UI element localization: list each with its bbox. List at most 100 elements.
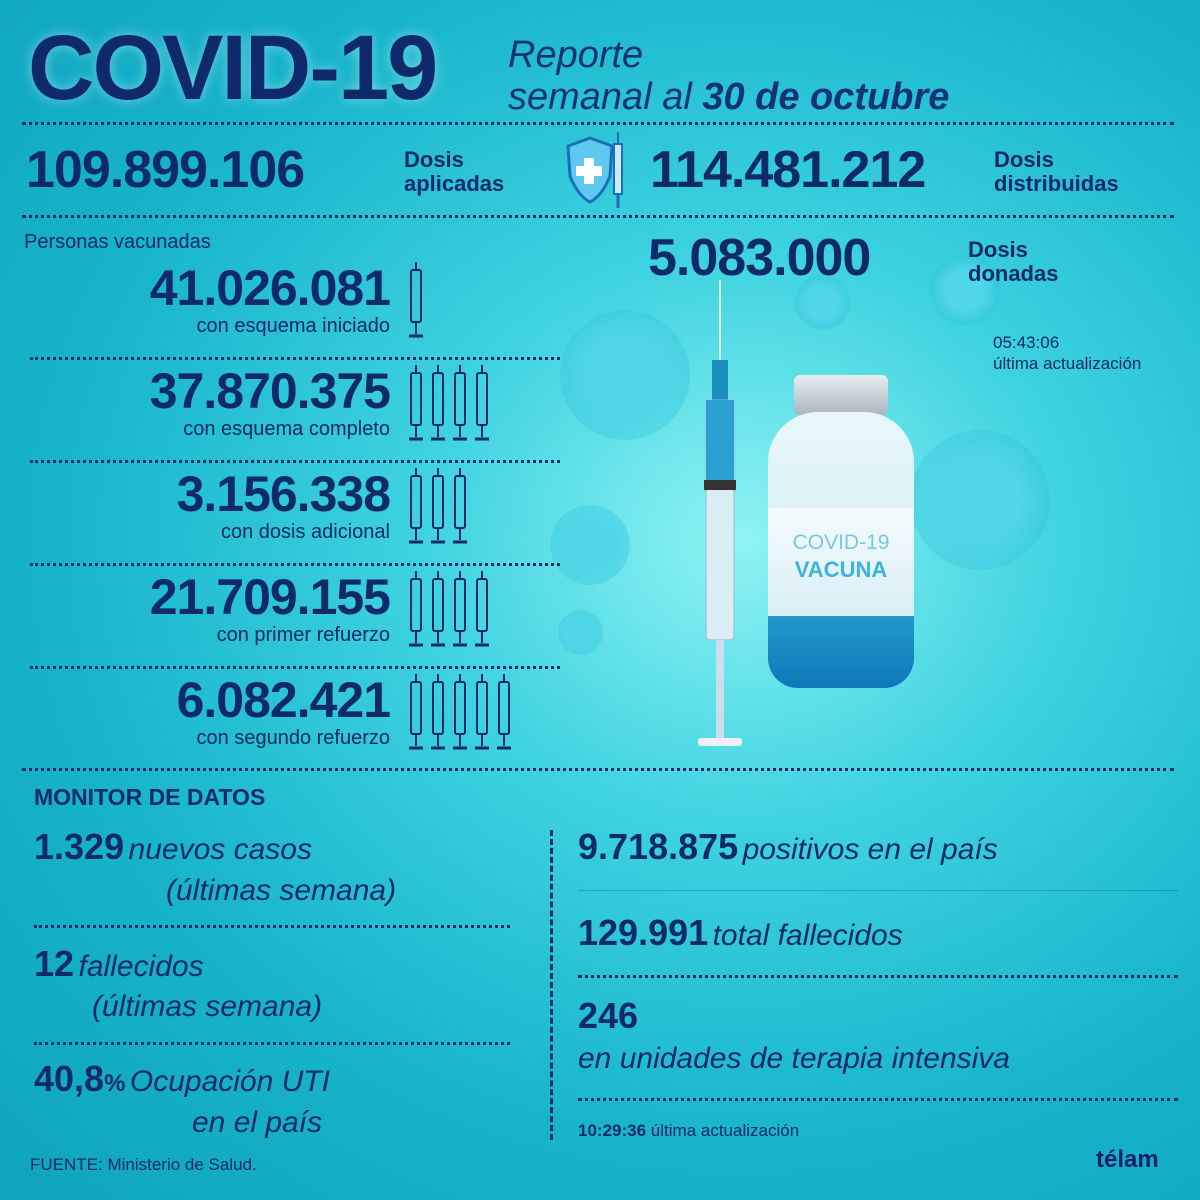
vaccinated-caption: con esquema iniciado: [196, 315, 390, 337]
icu-count-value: 246: [578, 995, 639, 1036]
total-deaths-text: total fallecidos: [712, 919, 903, 952]
doses-applied-value: 109.899.106: [26, 141, 305, 199]
deaths-week: 12 fallecidos: [34, 943, 204, 993]
vial-label-line2: VACUNA: [794, 557, 888, 582]
vaccinated-value: 41.026.081: [149, 260, 391, 316]
virus-icon: [560, 310, 690, 440]
icu-count-text: en unidades de terapia intensiva: [578, 1042, 1010, 1075]
vaccinated-heading: Personas vacunadas: [24, 231, 211, 253]
syringe-icon: [452, 674, 468, 757]
divider: [30, 666, 560, 669]
vial-label-line1: COVID-19: [792, 531, 890, 554]
vaccinated-caption: con dosis adicional: [221, 521, 390, 543]
syringe-icon: [408, 468, 424, 551]
syringe-icons: [408, 262, 424, 345]
syringe-icon: [408, 365, 424, 448]
divider: [578, 890, 1178, 891]
doses-update-label: última actualización: [993, 354, 1142, 373]
divider: [34, 925, 510, 928]
syringe-icon: [430, 365, 446, 448]
doses-update-time: 05:43:06: [993, 333, 1060, 352]
monitor-update: 10:29:36 última actualización: [578, 1120, 799, 1141]
doses-distributed-value: 114.481.212: [650, 141, 926, 199]
syringe-icon: [430, 468, 446, 551]
virus-icon: [910, 430, 1050, 570]
divider: [34, 1042, 510, 1045]
divider: [22, 122, 1174, 125]
report-date: 30 de octubre: [702, 76, 950, 118]
syringe-icon: [430, 571, 446, 654]
vaccinated-row: 6.082.421 con segundo refuerzo: [0, 672, 511, 750]
subtitle-line2: semanal al: [508, 76, 692, 118]
report-subtitle: Reporte semanal al 30 de octubre: [508, 34, 949, 118]
doses-applied-label: Dosis aplicadas: [404, 148, 504, 196]
deaths-week-text: fallecidos: [78, 950, 204, 983]
telam-logo: télam: [1096, 1146, 1159, 1173]
doses-distributed-label2: distribuidas: [994, 171, 1119, 196]
divider: [30, 563, 560, 566]
syringe-icon: [452, 571, 468, 654]
icu-occupancy-value: 40,8: [34, 1058, 105, 1099]
vaccinated-value: 37.870.375: [149, 363, 391, 419]
divider: [578, 1098, 1178, 1101]
syringe-icons: [408, 468, 468, 551]
vaccinated-value: 21.709.155: [149, 569, 391, 625]
large-syringe-icon: [698, 280, 742, 746]
syringe-icon: [408, 571, 424, 654]
doses-donated-value: 5.083.000: [648, 229, 871, 287]
subtitle-line1: Reporte: [508, 34, 644, 76]
total-deaths: 129.991 total fallecidos: [578, 912, 903, 962]
new-cases-period: (últimas semana): [166, 874, 397, 907]
doses-distributed-label: Dosis distribuidas: [994, 148, 1119, 196]
doses-distributed-label1: Dosis: [994, 147, 1054, 172]
monitor-update-label: última actualización: [650, 1121, 800, 1140]
vial-label: COVID-19 VACUNA: [768, 508, 914, 616]
syringe-icon: [408, 674, 424, 757]
vaccinated-caption: con esquema completo: [183, 418, 390, 440]
doses-update: 05:43:06 última actualización: [993, 332, 1141, 374]
page-title: COVID-19: [28, 17, 438, 119]
new-cases: 1.329 nuevos casos: [34, 826, 312, 876]
deaths-week-period: (últimas semana): [92, 990, 323, 1023]
doses-donated-label1: Dosis: [968, 237, 1028, 262]
vaccinated-value: 3.156.338: [176, 466, 391, 522]
syringe-icon: [452, 468, 468, 551]
vaccinated-value: 6.082.421: [176, 672, 391, 728]
syringe-icons: [408, 365, 490, 448]
syringe-icon: [474, 365, 490, 448]
deaths-week-value: 12: [34, 943, 75, 984]
positives-text: positivos en el país: [742, 833, 998, 866]
syringe-icons: [408, 674, 512, 757]
icu-occupancy: 40,8% Ocupación UTI: [34, 1058, 330, 1108]
virus-icon: [795, 275, 850, 330]
vaccinated-caption: con segundo refuerzo: [196, 727, 390, 749]
syringe-icon: [496, 674, 512, 757]
doses-applied-label2: aplicadas: [404, 171, 505, 196]
icu-occupancy-place: en el país: [192, 1106, 323, 1139]
doses-donated-label: Dosis donadas: [968, 238, 1058, 286]
syringe-icon: [408, 262, 424, 345]
vaccinated-row: 21.709.155 con primer refuerzo: [0, 569, 489, 647]
source-note: FUENTE: Ministerio de Salud.: [30, 1155, 257, 1174]
shield-syringe-icon: [566, 132, 623, 208]
icu-occupancy-text: Ocupación UTI: [129, 1065, 330, 1098]
vaccinated-row: 37.870.375 con esquema completo: [0, 363, 489, 441]
vaccinated-row: 41.026.081 con esquema iniciado: [0, 260, 423, 338]
total-deaths-value: 129.991: [578, 912, 709, 953]
virus-icon: [930, 255, 1000, 325]
divider: [30, 357, 560, 360]
divider: [22, 215, 1174, 218]
vaccinated-caption: con primer refuerzo: [216, 624, 390, 646]
positives-value: 9.718.875: [578, 826, 739, 867]
vaccine-vial: COVID-19 VACUNA: [768, 412, 914, 688]
syringe-icon: [430, 674, 446, 757]
virus-icon: [558, 610, 603, 655]
syringe-icons: [408, 571, 490, 654]
monitor-update-time: 10:29:36: [578, 1121, 647, 1140]
syringe-icon: [474, 674, 490, 757]
vial-cap: [794, 375, 888, 415]
icu-occupancy-unit: %: [104, 1070, 126, 1097]
virus-icon: [550, 505, 630, 585]
divider: [22, 768, 1174, 771]
